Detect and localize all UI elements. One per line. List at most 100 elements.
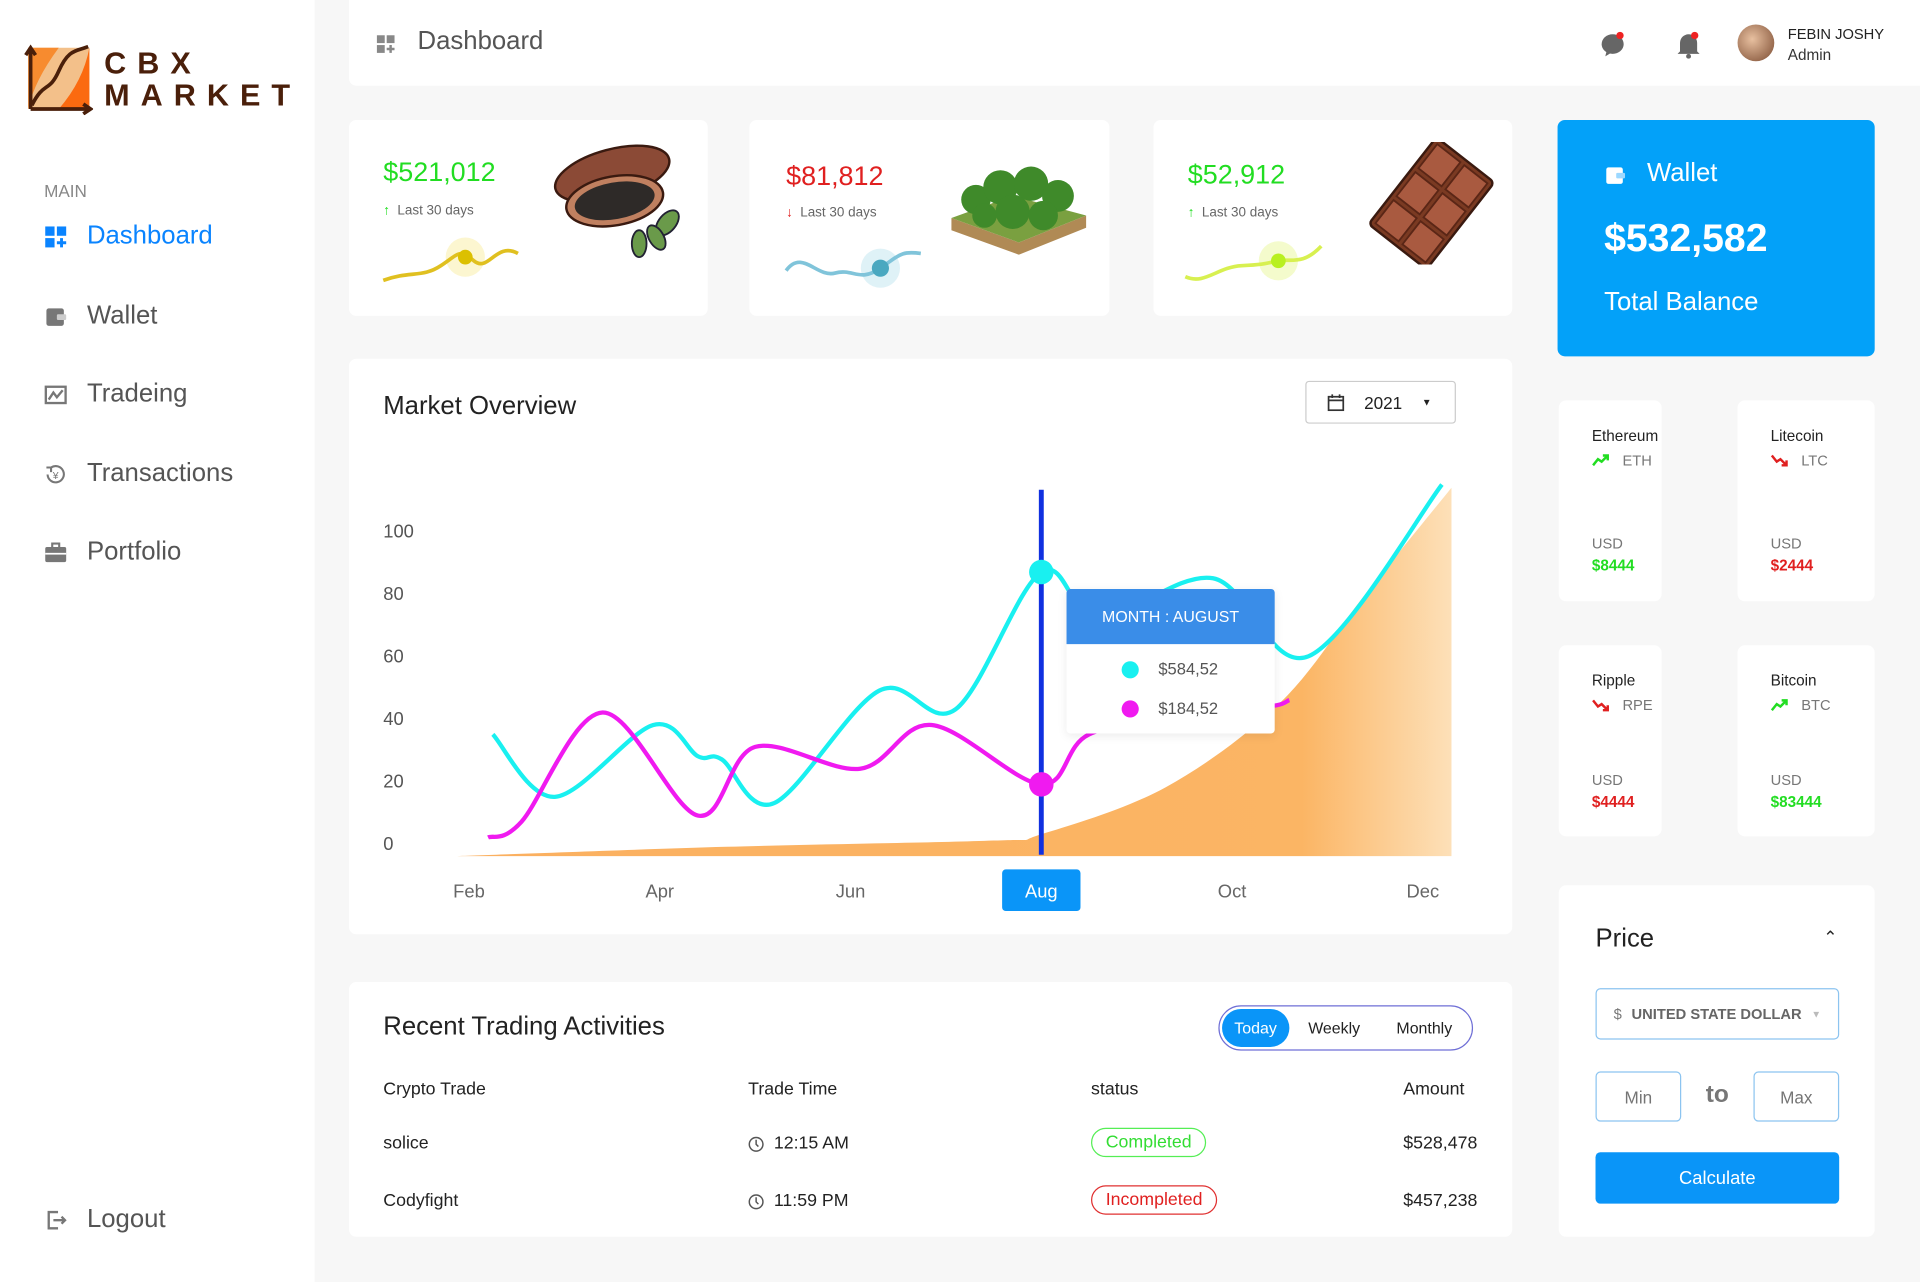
stat-period: ↑ Last 30 days: [1187, 205, 1279, 221]
arrow-up-icon: ↑: [383, 203, 391, 218]
min-price-input[interactable]: [1595, 1071, 1682, 1122]
status-badge: Incompleted: [1091, 1185, 1218, 1215]
market-overview-title: Market Overview: [383, 391, 577, 421]
price-filter-panel: Price ⌃ $UNITED STATE DOLLAR▼ to Calcula…: [1558, 885, 1875, 1237]
sparkline: [1184, 241, 1323, 281]
trend-down-icon: [1770, 454, 1788, 467]
forest-block-image: [951, 166, 1087, 255]
briefcase-icon: [45, 541, 67, 562]
calendar-icon: [1327, 393, 1345, 411]
page-title: Dashboard: [417, 26, 544, 56]
clock-icon: [748, 1193, 764, 1209]
max-price-input[interactable]: [1753, 1071, 1840, 1122]
total-balance-value: $532,582: [1604, 215, 1768, 260]
sidebar-item-tradeing[interactable]: Tradeing: [44, 380, 187, 409]
x-tick-label[interactable]: Apr: [645, 881, 674, 902]
x-tick-highlight[interactable]: [1002, 869, 1081, 912]
notification-bell-icon[interactable]: [1675, 29, 1702, 59]
y-tick-label: 20: [383, 770, 403, 791]
trend-up-icon: [1592, 454, 1609, 467]
column-header: Trade Time: [748, 1080, 838, 1100]
stat-value: $52,912: [1187, 159, 1286, 190]
arrow-up-icon: ↑: [1187, 205, 1195, 221]
x-tick-label[interactable]: Jun: [836, 881, 866, 902]
wallet-icon: [46, 307, 67, 326]
filter-monthly[interactable]: Monthly: [1396, 1018, 1453, 1038]
chart-tooltip: MONTH : AUGUST $584,52 $184,52: [1066, 588, 1275, 734]
user-role: Admin: [1787, 46, 1832, 64]
chart-icon: [44, 384, 67, 404]
legend-dot: [1121, 660, 1139, 678]
dashboard-icon: [45, 225, 67, 247]
y-tick-label: 0: [383, 833, 393, 854]
area-series: [454, 487, 1452, 857]
coin-card-ltc[interactable]: Litecoin LTC USD $2444: [1737, 400, 1875, 602]
y-tick-label: 80: [383, 583, 403, 604]
currency-select[interactable]: $ UNITED STATE DOLLAR ▼: [1595, 988, 1840, 1040]
coin-card-btc[interactable]: Bitcoin BTC USD $83444: [1737, 645, 1875, 837]
coin-card-eth[interactable]: Ethereum ETH USD $8444: [1558, 400, 1662, 602]
y-tick-label: 60: [383, 645, 403, 666]
avatar[interactable]: [1737, 24, 1775, 62]
collapse-chevron-up-icon[interactable]: ⌃: [1823, 926, 1838, 947]
x-tick-label[interactable]: Feb: [453, 881, 485, 902]
stat-card-chocolate: $52,912 ↑ Last 30 days: [1153, 120, 1513, 316]
sidebar-item-wallet[interactable]: Wallet: [44, 301, 157, 330]
user-name: FEBIN JOSHY: [1787, 25, 1885, 43]
column-header: status: [1091, 1080, 1139, 1100]
sidebar-item-transactions[interactable]: ¥ Transactions: [44, 459, 233, 488]
filter-weekly[interactable]: Weekly: [1308, 1018, 1361, 1038]
x-tick-label[interactable]: Oct: [1218, 881, 1247, 902]
y-tick-label: 40: [383, 708, 403, 729]
cocoa-pod-image: [553, 144, 680, 259]
market-overview-card: Market Overview 2021 ▼ 0 20 40 60 80 100 Feb Ap…: [348, 358, 1513, 935]
status-badge: Completed: [1091, 1127, 1207, 1158]
x-tick-label[interactable]: Aug: [1025, 881, 1058, 902]
nav-section-main: MAIN: [44, 181, 87, 201]
top-header: Dashboard FEBIN JOSHY Admin: [348, 0, 1920, 86]
calculate-button[interactable]: Calculate: [1595, 1152, 1840, 1204]
logout-button[interactable]: Logout: [44, 1205, 166, 1234]
logout-icon: [47, 1210, 67, 1229]
trend-up-icon: [1770, 699, 1788, 711]
dashboard-icon: [376, 35, 395, 53]
x-tick-label[interactable]: Dec: [1407, 881, 1440, 902]
filter-today[interactable]: Today: [1222, 1008, 1290, 1047]
coin-card-rpe[interactable]: Ripple RPE USD $4444: [1558, 645, 1662, 837]
clock-icon: [748, 1136, 764, 1152]
sparkline: [382, 237, 519, 283]
dropdown-caret-icon: ▼: [1811, 1008, 1822, 1020]
chat-icon[interactable]: [1600, 31, 1627, 58]
stat-value: $521,012: [383, 156, 496, 188]
sidebar: CBX MARKET MAIN Dashboard Wallet Tradein…: [0, 0, 315, 1282]
sidebar-item-portfolio[interactable]: Portfolio: [44, 538, 181, 567]
currency-exchange-icon: ¥: [46, 464, 65, 483]
tooltip-row: $184,52: [1121, 699, 1218, 718]
highlight-point: [1029, 772, 1054, 797]
dropdown-caret-icon: ▼: [1421, 396, 1432, 408]
period-filter: Today Weekly Monthly: [1218, 1005, 1474, 1051]
sidebar-item-dashboard[interactable]: Dashboard: [44, 222, 213, 251]
y-tick-label: 100: [383, 521, 414, 542]
stat-period: ↓ Last 30 days: [786, 205, 877, 221]
sparkline: [784, 248, 922, 288]
logo-icon: [24, 44, 94, 116]
column-header: Amount: [1403, 1080, 1465, 1100]
column-header: Crypto Trade: [383, 1080, 486, 1100]
stat-value: $81,812: [786, 160, 884, 192]
chocolate-bar-image: [1369, 142, 1494, 265]
wallet-card: Wallet $532,582 Total Balance: [1557, 120, 1875, 357]
recent-trading-card: Recent Trading Activities Today Weekly M…: [348, 982, 1513, 1237]
svg-text:¥: ¥: [52, 471, 59, 482]
arrow-down-icon: ↓: [786, 205, 793, 221]
stat-card-cocoa: $521,012 ↑ Last 30 days: [348, 120, 708, 316]
legend-dot: [1121, 699, 1139, 717]
wallet-icon: [1606, 167, 1626, 184]
trend-down-icon: [1592, 699, 1609, 712]
stat-period: ↑ Last 30 days: [383, 203, 474, 218]
stat-card-forest: $81,812 ↓ Last 30 days: [749, 120, 1110, 316]
highlight-point: [1029, 559, 1054, 585]
market-overview-chart: 0 20 40 60 80 100 Feb Apr Jun Aug Oct Dec: [383, 483, 1452, 912]
year-select[interactable]: 2021 ▼: [1305, 380, 1456, 424]
recent-trading-title: Recent Trading Activities: [383, 1012, 665, 1041]
